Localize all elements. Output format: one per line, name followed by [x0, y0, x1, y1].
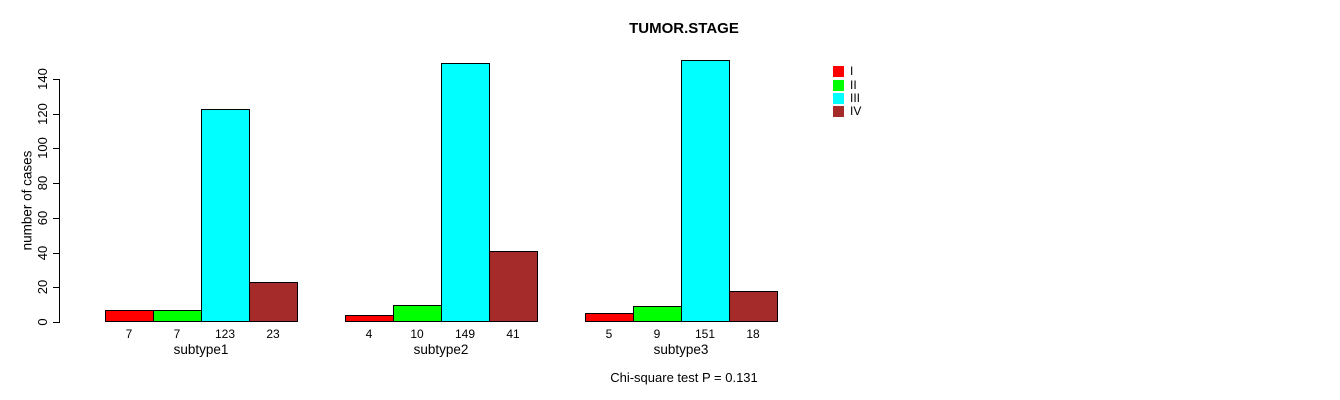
- y-tick-label: 40: [35, 245, 50, 261]
- y-tick: [53, 148, 59, 149]
- bar-value-label: 151: [694, 327, 716, 341]
- bar-subtype3-stage-III: [681, 60, 730, 322]
- y-tick: [53, 322, 59, 323]
- bar-subtype3-stage-II: [633, 306, 682, 322]
- bar-value-label: 4: [365, 327, 373, 341]
- x-category-label-subtype2: subtype2: [413, 342, 469, 357]
- bar-value-label: 9: [653, 327, 661, 341]
- legend-swatch-I: [833, 66, 844, 78]
- bar-subtype1-stage-II: [153, 310, 202, 322]
- bar-value-label: 23: [266, 327, 280, 341]
- y-tick-label: 0: [35, 318, 50, 326]
- bar-value-label: 18: [746, 327, 760, 341]
- y-tick-label: 100: [35, 137, 50, 159]
- y-tick: [53, 114, 59, 115]
- y-tick-label: 80: [35, 175, 50, 191]
- y-axis-label: number of cases: [19, 150, 35, 251]
- bar-subtype3-stage-I: [585, 313, 634, 322]
- bar-subtype2-stage-I: [345, 315, 394, 322]
- y-tick-label: 120: [35, 103, 50, 125]
- legend-item-II: II: [833, 78, 861, 91]
- y-tick-label: 20: [35, 279, 50, 295]
- annotation-text: Chi-square test P = 0.131: [610, 370, 758, 385]
- y-tick: [53, 218, 59, 219]
- y-tick: [53, 79, 59, 80]
- y-tick: [53, 287, 59, 288]
- bar-value-label: 149: [454, 327, 476, 341]
- y-tick: [53, 253, 59, 254]
- chart-title: TUMOR.STAGE: [629, 20, 739, 37]
- bar-value-label: 7: [125, 327, 133, 341]
- y-axis-line: [59, 79, 60, 323]
- legend-label: III: [850, 90, 861, 105]
- bar-value-label: 5: [605, 327, 613, 341]
- bar-subtype1-stage-IV: [249, 282, 298, 322]
- bar-subtype1-stage-I: [105, 310, 154, 322]
- legend: I II III IV: [833, 65, 861, 119]
- x-category-label-subtype3: subtype3: [653, 342, 709, 357]
- bar-value-label: 7: [173, 327, 181, 341]
- legend-item-III: III: [833, 92, 861, 105]
- bar-subtype2-stage-II: [393, 305, 442, 322]
- bar-subtype2-stage-IV: [489, 251, 538, 322]
- y-tick-label: 60: [35, 210, 50, 226]
- legend-swatch-IV: [833, 106, 844, 118]
- bar-subtype3-stage-IV: [729, 291, 778, 322]
- x-category-label-subtype1: subtype1: [173, 342, 229, 357]
- bar-value-label: 10: [410, 327, 424, 341]
- legend-item-I: I: [833, 65, 861, 78]
- bar-subtype1-stage-III: [201, 109, 250, 322]
- y-tick: [53, 183, 59, 184]
- legend-label: I: [850, 64, 854, 79]
- legend-label: IV: [850, 104, 862, 119]
- legend-swatch-III: [833, 92, 844, 104]
- y-tick-label: 140: [35, 68, 50, 90]
- bar-value-label: 41: [506, 327, 520, 341]
- legend-item-IV: IV: [833, 105, 861, 118]
- bar-subtype2-stage-III: [441, 63, 490, 322]
- bar-value-label: 123: [214, 327, 236, 341]
- legend-label: II: [850, 77, 857, 92]
- legend-swatch-II: [833, 79, 844, 91]
